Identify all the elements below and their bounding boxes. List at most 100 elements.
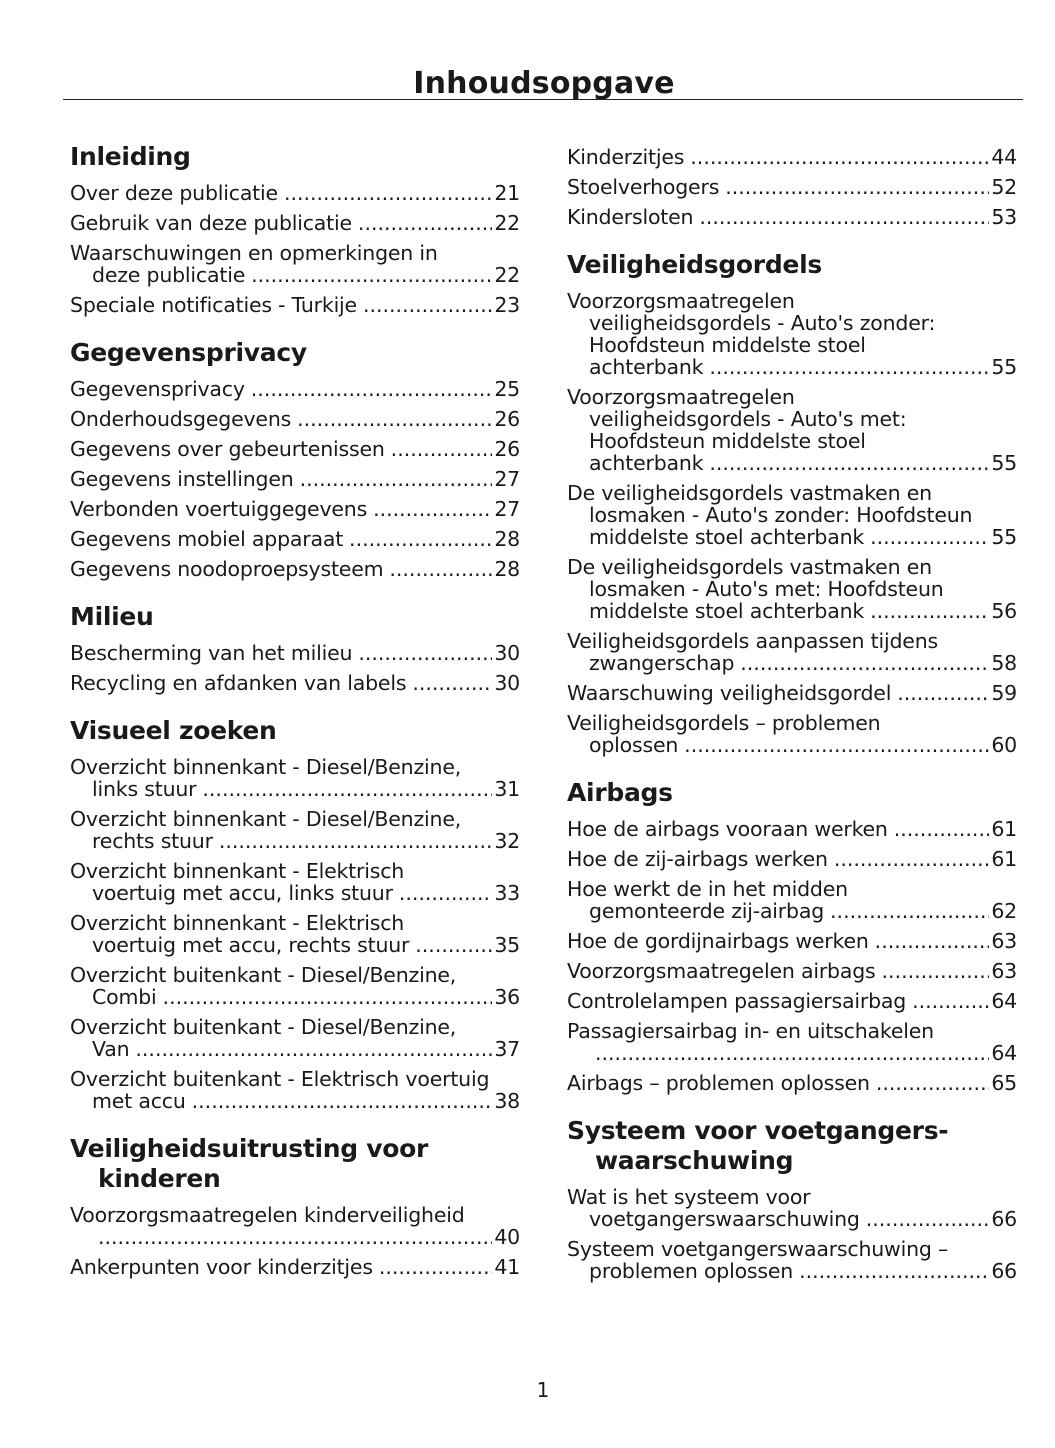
entry-page-number[interactable]: 66 xyxy=(991,1207,1017,1231)
toc-section: Inleiding Over deze publicatie 21 Gebruik v… xyxy=(70,142,520,316)
entry-page-number[interactable]: 30 xyxy=(494,641,520,665)
toc-section: Gegevensprivacy Gegevensprivacy 25 Onderhou… xyxy=(70,338,520,580)
entry-page-number[interactable]: 25 xyxy=(494,377,520,401)
entry-page-number[interactable]: 40 xyxy=(494,1225,520,1249)
entry-page-number[interactable]: 22 xyxy=(494,263,520,287)
toc-entry[interactable]: Wat is het systeem voor voetgangerswaarsc… xyxy=(567,1186,1017,1230)
entry-page-number[interactable]: 56 xyxy=(991,599,1017,623)
entry-page-number[interactable]: 63 xyxy=(991,959,1017,983)
entry-page-number[interactable]: 36 xyxy=(494,985,520,1009)
toc-entry[interactable]: Bescherming van het milieu 30 xyxy=(70,642,520,664)
toc-entry[interactable]: Overzicht binnenkant - Elektrisch voertui… xyxy=(70,912,520,956)
toc-entry[interactable]: Stoelverhogers 52 xyxy=(567,176,1017,198)
entry-page-number[interactable]: 35 xyxy=(494,933,520,957)
entry-page-number[interactable]: 23 xyxy=(494,293,520,317)
entry-page-number[interactable]: 30 xyxy=(494,671,520,695)
toc-entry[interactable]: Airbags – problemen oplossen 65 xyxy=(567,1072,1017,1094)
section-heading-line: Gegevensprivacy xyxy=(70,338,307,367)
toc-entry[interactable]: Gegevensprivacy 25 xyxy=(70,378,520,400)
entry-last-line: achterbank 55 xyxy=(567,452,1017,474)
entry-page-number[interactable]: 37 xyxy=(494,1037,520,1061)
toc-entry[interactable]: De veiligheidsgordels vastmaken en losmak… xyxy=(567,556,1017,622)
entry-page-number[interactable]: 26 xyxy=(494,407,520,431)
toc-entry[interactable]: Ankerpunten voor kinderzitjes 41 xyxy=(70,1256,520,1278)
entry-page-number[interactable]: 28 xyxy=(494,527,520,551)
entry-last-line: 64 xyxy=(567,1042,1017,1064)
toc-entry[interactable]: Gebruik van deze publicatie 22 xyxy=(70,212,520,234)
toc-entry[interactable]: Overzicht buitenkant - Diesel/Benzine, Co… xyxy=(70,964,520,1008)
entry-page-number[interactable]: 31 xyxy=(494,777,520,801)
toc-entry[interactable]: Onderhoudsgegevens 26 xyxy=(70,408,520,430)
toc-entry[interactable]: Speciale notificaties - Turkije 23 xyxy=(70,294,520,316)
toc-entry[interactable]: Kindersloten 53 xyxy=(567,206,1017,228)
toc-entry[interactable]: Overzicht buitenkant - Elektrisch voertu… xyxy=(70,1068,520,1112)
entry-page-number[interactable]: 61 xyxy=(991,817,1017,841)
toc-entry[interactable]: Systeem voetgangerswaarschuwing – problem… xyxy=(567,1238,1017,1282)
entry-page-number[interactable]: 22 xyxy=(494,211,520,235)
entry-title-line: Gegevens instellingen xyxy=(70,467,294,491)
toc-entry[interactable]: De veiligheidsgordels vastmaken en losmak… xyxy=(567,482,1017,548)
entry-title-line: gemonteerde zij-airbag xyxy=(589,899,825,923)
toc-entry[interactable]: Gegevens instellingen 27 xyxy=(70,468,520,490)
toc-section: Systeem voor voetgangers-waarschuwing Wat… xyxy=(567,1116,1017,1282)
toc-entry[interactable]: Recycling en afdanken van labels 30 xyxy=(70,672,520,694)
toc-entry[interactable]: Hoe de airbags vooraan werken 61 xyxy=(567,818,1017,840)
entry-last-line: Controlelampen passagiersairbag 64 xyxy=(567,990,1017,1012)
entry-page-number[interactable]: 33 xyxy=(494,881,520,905)
toc-entry[interactable]: Hoe de zij-airbags werken 61 xyxy=(567,848,1017,870)
toc-entry[interactable]: Voorzorgsmaatregelen veiligheidsgordels -… xyxy=(567,386,1017,474)
toc-entry[interactable]: Voorzorgsmaatregelen airbags 63 xyxy=(567,960,1017,982)
entry-page-number[interactable]: 62 xyxy=(991,899,1017,923)
entry-page-number[interactable]: 55 xyxy=(991,355,1017,379)
entry-page-number[interactable]: 66 xyxy=(991,1259,1017,1283)
toc-entry[interactable]: Verbonden voertuiggegevens 27 xyxy=(70,498,520,520)
entry-page-number[interactable]: 53 xyxy=(991,205,1017,229)
toc-entry[interactable]: Gegevens over gebeurtenissen 26 xyxy=(70,438,520,460)
entry-page-number[interactable]: 41 xyxy=(494,1255,520,1279)
entry-page-number[interactable]: 61 xyxy=(991,847,1017,871)
toc-entry[interactable]: Overzicht buitenkant - Diesel/Benzine, Va… xyxy=(70,1016,520,1060)
toc-entry[interactable]: Hoe de gordijnairbags werken 63 xyxy=(567,930,1017,952)
entry-page-number[interactable]: 55 xyxy=(991,451,1017,475)
entry-page-number[interactable]: 52 xyxy=(991,175,1017,199)
entry-page-number[interactable]: 28 xyxy=(494,557,520,581)
entry-page-number[interactable]: 65 xyxy=(991,1071,1017,1095)
entry-page-number[interactable]: 27 xyxy=(494,467,520,491)
toc-entry[interactable]: Veiligheidsgordels aanpassen tijdens zwan… xyxy=(567,630,1017,674)
entry-page-number[interactable]: 64 xyxy=(991,989,1017,1013)
entry-page-number[interactable]: 63 xyxy=(991,929,1017,953)
entry-page-number[interactable]: 58 xyxy=(991,651,1017,675)
entry-last-line: Speciale notificaties - Turkije 23 xyxy=(70,294,520,316)
toc-entry[interactable]: Waarschuwing veiligheidsgordel 59 xyxy=(567,682,1017,704)
toc-entry[interactable]: Voorzorgsmaatregelen veiligheidsgordels -… xyxy=(567,290,1017,378)
entry-page-number[interactable]: 38 xyxy=(494,1089,520,1113)
entry-page-number[interactable]: 59 xyxy=(991,681,1017,705)
entry-page-number[interactable]: 55 xyxy=(991,525,1017,549)
toc-entry[interactable]: Voorzorgsmaatregelen kinderveiligheid 40 xyxy=(70,1204,520,1248)
toc-entry[interactable]: Kinderzitjes 44 xyxy=(567,146,1017,168)
toc-entry[interactable]: Overzicht binnenkant - Elektrisch voertui… xyxy=(70,860,520,904)
section-heading-line: Milieu xyxy=(70,602,154,631)
entry-page-number[interactable]: 27 xyxy=(494,497,520,521)
toc-entry[interactable]: Gegevens noodoproepsysteem 28 xyxy=(70,558,520,580)
entry-page-number[interactable]: 44 xyxy=(991,145,1017,169)
toc-entry[interactable]: Overzicht binnenkant - Diesel/Benzine, re… xyxy=(70,808,520,852)
entry-page-number[interactable]: 21 xyxy=(494,181,520,205)
dot-leader xyxy=(251,378,493,400)
entry-page-number[interactable]: 26 xyxy=(494,437,520,461)
entry-last-line: Gegevens over gebeurtenissen 26 xyxy=(70,438,520,460)
toc-entry[interactable]: Over deze publicatie 21 xyxy=(70,182,520,204)
entry-last-line: Gegevens instellingen 27 xyxy=(70,468,520,490)
entry-page-number[interactable]: 60 xyxy=(991,733,1017,757)
toc-entry[interactable]: Hoe werkt de in het midden gemonteerde zi… xyxy=(567,878,1017,922)
entry-page-number[interactable]: 64 xyxy=(991,1041,1017,1065)
toc-entry[interactable]: Waarschuwingen en opmerkingen in deze pub… xyxy=(70,242,520,286)
toc-entry[interactable]: Gegevens mobiel apparaat 28 xyxy=(70,528,520,550)
entry-title-line: Hoe de airbags vooraan werken xyxy=(567,817,888,841)
entry-page-number[interactable]: 32 xyxy=(494,829,520,853)
toc-entry[interactable]: Passagiersairbag in- en uitschakelen 64 xyxy=(567,1020,1017,1064)
toc-entry[interactable]: Overzicht binnenkant - Diesel/Benzine, li… xyxy=(70,756,520,800)
entry-title-line: problemen oplossen xyxy=(589,1259,794,1283)
toc-entry[interactable]: Controlelampen passagiersairbag 64 xyxy=(567,990,1017,1012)
